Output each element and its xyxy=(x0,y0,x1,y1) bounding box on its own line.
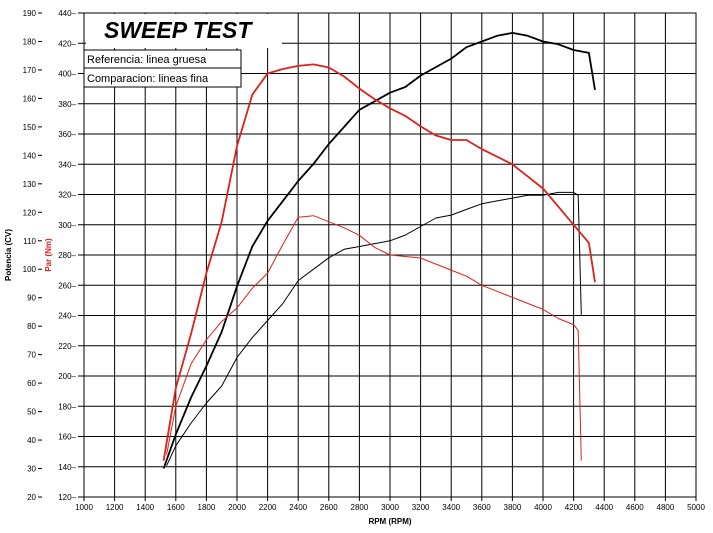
x-tick-label: 1000 xyxy=(75,503,93,512)
y-right-tick-label: 120– xyxy=(58,493,76,502)
y-left-tick-label: 100 xyxy=(23,265,37,274)
y-left-tick-label: 190 xyxy=(23,9,37,18)
legend-entry-comparacion: Comparacion: lineas fina xyxy=(87,73,209,85)
x-tick-label: 1800 xyxy=(198,503,216,512)
y-left-tick-label: 140 xyxy=(23,151,37,160)
y-left-axis-title: Potencia (CV) xyxy=(4,229,13,281)
x-tick-label: 4600 xyxy=(626,503,644,512)
x-tick-label: 2000 xyxy=(228,503,246,512)
y-right-tick-label: 180– xyxy=(58,402,76,411)
y-left-tick-label: 40 xyxy=(27,436,36,445)
y-right-tick-label: 160– xyxy=(58,433,76,442)
x-tick-label: 1200 xyxy=(106,503,124,512)
x-tick-label: 3200 xyxy=(412,503,430,512)
y-left-tick-label: 50 xyxy=(27,408,36,417)
y-left-tick-label: 20 xyxy=(27,493,36,502)
y-left-tick-label: 160 xyxy=(23,94,37,103)
x-tick-label: 2800 xyxy=(351,503,369,512)
y-right-axis-title: Par (Nm) xyxy=(44,238,53,272)
x-tick-label: 4800 xyxy=(657,503,675,512)
tick-labels: 1000 1200 1400 1600 1800 2000 2200 2400 2600 2800… xyxy=(23,9,706,512)
y-left-tick-label: 70 xyxy=(27,351,36,360)
y-left-tick-label: 90 xyxy=(27,294,36,303)
y-left-tick-label: 80 xyxy=(27,322,36,331)
y-right-tick-label: 420– xyxy=(58,39,76,48)
y-right-tick-label: 300– xyxy=(58,221,76,230)
series-line-potencia-comparacion xyxy=(166,191,582,466)
series-line-par-comparacion xyxy=(166,215,582,461)
x-tick-label: 3400 xyxy=(442,503,460,512)
y-right-tick-label: 360– xyxy=(58,130,76,139)
legend-entry-referencia: Referencia: linea gruesa xyxy=(87,54,207,66)
x-tick-label: 4000 xyxy=(534,503,552,512)
y-left-tick-label: 130 xyxy=(23,180,37,189)
x-tick-label: 1600 xyxy=(167,503,185,512)
x-tick-label: 3000 xyxy=(381,503,399,512)
series-line-potencia-referencia xyxy=(162,32,596,469)
series-line-par-referencia xyxy=(162,63,596,461)
y-left-tick-label: 180 xyxy=(23,37,37,46)
y-right-tick-label: 400– xyxy=(58,70,76,79)
y-left-tick-label: 120 xyxy=(23,208,37,217)
y-right-tick-label: 440– xyxy=(58,9,76,18)
y-right-tick-label: 340– xyxy=(58,160,76,169)
x-tick-label: 3800 xyxy=(504,503,522,512)
title-box xyxy=(86,14,282,48)
x-tick-label: 3600 xyxy=(473,503,491,512)
y-right-tick-label: 320– xyxy=(58,191,76,200)
y-left-tick-label: 60 xyxy=(27,379,36,388)
x-tick-label: 2600 xyxy=(320,503,338,512)
y-right-tick-label: 200– xyxy=(58,372,76,381)
y-left-tick-label: 170 xyxy=(23,66,37,75)
legend: Referencia: linea gruesa Comparacion: li… xyxy=(83,49,242,88)
y-right-tick-label: 260– xyxy=(58,281,76,290)
x-tick-label: 2400 xyxy=(289,503,307,512)
x-tick-label: 2200 xyxy=(259,503,277,512)
y-right-tick-label: 240– xyxy=(58,312,76,321)
y-right-tick-label: 280– xyxy=(58,251,76,260)
y-right-tick-label: 380– xyxy=(58,100,76,109)
x-tick-label: 4400 xyxy=(595,503,613,512)
grid-lines xyxy=(83,12,697,498)
y-right-tick-label: 140– xyxy=(58,463,76,472)
y-left-tick-label: 30 xyxy=(27,465,36,474)
y-left-tick-label: 110 xyxy=(23,237,36,246)
x-tick-label: 5000 xyxy=(687,503,705,512)
x-axis-title: RPM (RPM) xyxy=(368,517,411,526)
x-tick-label: 4200 xyxy=(565,503,583,512)
chart-title: SWEEP TEST xyxy=(104,17,253,43)
series-group xyxy=(162,32,596,469)
y-left-tick-label: 150 xyxy=(23,123,37,132)
y-right-tick-label: 220– xyxy=(58,342,76,351)
x-tick-label: 1400 xyxy=(136,503,154,512)
